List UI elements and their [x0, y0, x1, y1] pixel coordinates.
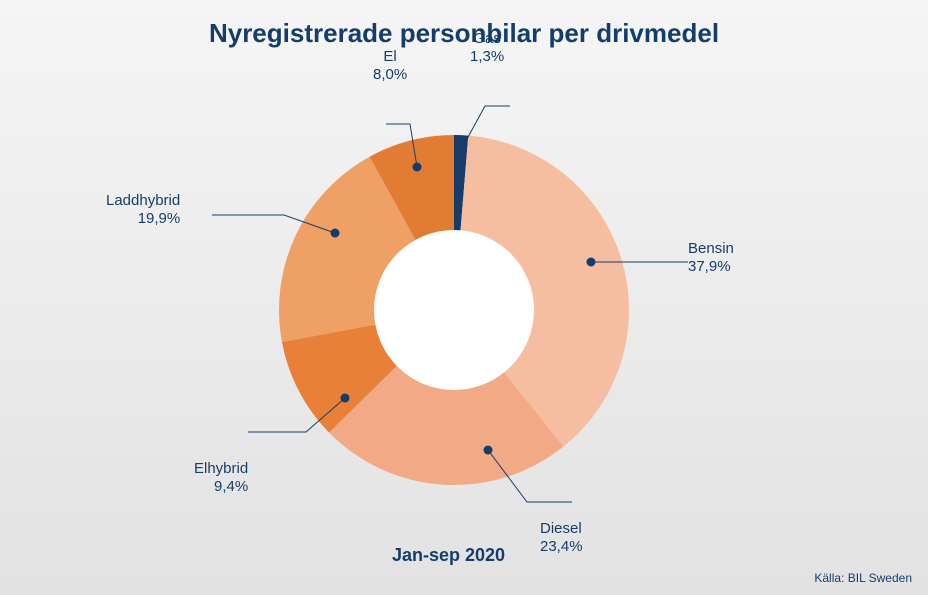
slice-label-value: 19,9%	[106, 210, 180, 228]
slice-label-elhybrid: Elhybrid9,4%	[194, 460, 248, 496]
slice-label-el: El8,0%	[373, 48, 407, 84]
slice-label-value: 9,4%	[194, 478, 248, 496]
slice-label-value: 23,4%	[540, 538, 583, 556]
slice-label-value: 8,0%	[373, 66, 407, 84]
slice-label-value: 1,3%	[470, 48, 504, 66]
slice-label-name: Laddhybrid	[106, 192, 180, 210]
slice-label-bensin: Bensin37,9%	[688, 240, 734, 276]
slice-label-name: Elhybrid	[194, 460, 248, 478]
slice-label-name: Gas	[470, 30, 504, 48]
slice-label-name: Diesel	[540, 520, 583, 538]
slice-label-value: 37,9%	[688, 258, 734, 276]
leader-marker-elhybrid	[341, 394, 350, 403]
slice-label-diesel: Diesel23,4%	[540, 520, 583, 556]
leader-marker-diesel	[484, 446, 493, 455]
slice-label-laddhybrid: Laddhybrid19,9%	[106, 192, 180, 228]
leader-marker-gas	[457, 146, 466, 155]
slice-label-gas: Gas1,3%	[470, 30, 504, 66]
slice-label-name: El	[373, 48, 407, 66]
leader-marker-el	[413, 163, 422, 172]
leader-marker-laddhybrid	[331, 229, 340, 238]
donut-hole	[374, 230, 534, 390]
leader-marker-bensin	[587, 258, 596, 267]
donut-chart	[0, 0, 928, 595]
slice-label-name: Bensin	[688, 240, 734, 258]
